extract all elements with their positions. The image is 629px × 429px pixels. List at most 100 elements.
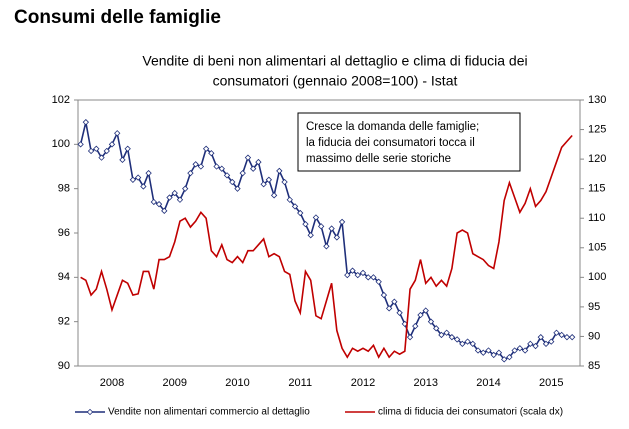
- point: [202, 145, 210, 152]
- point: [229, 178, 236, 186]
- point: [134, 174, 142, 181]
- y2-tick-label: 125: [588, 123, 606, 135]
- y2-tick-label: 110: [588, 212, 606, 224]
- point: [328, 225, 335, 232]
- point: [182, 185, 189, 192]
- point: [270, 192, 278, 199]
- y2-tick-label: 105: [588, 242, 606, 254]
- point: [417, 311, 424, 319]
- point: [223, 172, 231, 179]
- point: [108, 141, 116, 148]
- x-tick-label: 2011: [288, 377, 312, 389]
- point: [114, 130, 121, 137]
- point: [213, 163, 220, 170]
- point: [453, 336, 461, 343]
- point: [297, 209, 304, 217]
- point: [427, 318, 435, 325]
- point: [412, 322, 419, 330]
- point: [150, 198, 157, 206]
- point: [192, 161, 199, 168]
- point: [459, 340, 466, 347]
- y-tick-label: 102: [52, 94, 70, 106]
- point: [443, 329, 450, 336]
- chart-title: Vendite di beni non alimentari al dettag…: [142, 53, 527, 69]
- point: [255, 158, 262, 166]
- point: [171, 189, 178, 197]
- point: [375, 278, 382, 285]
- point: [422, 307, 429, 314]
- point: [532, 342, 539, 350]
- point: [365, 274, 372, 281]
- chart-title: consumatori (gennaio 2008=100) - Istat: [213, 73, 458, 89]
- y-tick-label: 90: [58, 360, 70, 372]
- x-tick-label: 2009: [162, 377, 186, 389]
- point: [244, 154, 252, 161]
- point: [166, 194, 173, 201]
- point: [281, 178, 288, 186]
- point: [218, 165, 225, 172]
- point: [145, 169, 152, 177]
- series-line: [80, 134, 573, 359]
- annotation: massimo delle serie storiche: [306, 153, 451, 165]
- point: [317, 223, 325, 230]
- point: [302, 220, 309, 228]
- point: [234, 185, 241, 192]
- point: [161, 207, 168, 214]
- point: [563, 334, 571, 341]
- y-tick-label: 96: [58, 227, 70, 239]
- point: [103, 147, 110, 155]
- point: [250, 165, 257, 172]
- x-tick-label: 2015: [539, 377, 563, 389]
- point: [124, 145, 131, 152]
- point: [354, 271, 361, 279]
- point: [438, 331, 445, 339]
- y-tick-label: 94: [58, 271, 70, 283]
- annotation: la fiducia dei consumatori tocca il: [306, 137, 475, 149]
- point: [548, 338, 555, 345]
- y2-tick-label: 115: [588, 183, 606, 195]
- point: [98, 154, 105, 161]
- point: [553, 329, 560, 336]
- point: [433, 325, 440, 332]
- point: [490, 351, 497, 359]
- point: [307, 232, 314, 239]
- point: [527, 340, 534, 347]
- point: [276, 167, 283, 175]
- y2-tick-label: 100: [588, 271, 606, 283]
- y-tick-label: 98: [58, 183, 70, 195]
- y2-tick-label: 130: [588, 94, 606, 106]
- point: [380, 291, 388, 299]
- point: [323, 243, 330, 250]
- point: [265, 176, 273, 183]
- point: [568, 334, 576, 341]
- point: [338, 218, 346, 226]
- x-tick-label: 2014: [476, 377, 500, 389]
- point: [312, 214, 320, 221]
- point: [537, 334, 544, 341]
- y2-tick-label: 85: [588, 360, 600, 372]
- point: [119, 156, 126, 164]
- x-tick-label: 2013: [413, 377, 437, 389]
- point: [501, 356, 508, 363]
- point: [385, 305, 393, 312]
- point: [208, 150, 215, 157]
- point: [516, 345, 524, 352]
- point: [291, 203, 299, 210]
- y-tick-label: 92: [58, 316, 70, 328]
- point: [511, 347, 518, 354]
- point: [506, 353, 513, 361]
- point: [359, 269, 367, 277]
- point: [87, 147, 95, 155]
- point: [396, 309, 403, 316]
- point: [187, 169, 194, 177]
- point: [129, 176, 137, 183]
- x-tick-label: 2012: [351, 377, 375, 389]
- y-tick-label: 100: [52, 138, 70, 150]
- legend-label: Vendite non alimentari commercio al dett…: [108, 407, 310, 418]
- point: [260, 181, 267, 188]
- point: [140, 183, 147, 190]
- point: [344, 271, 351, 279]
- point: [448, 334, 456, 341]
- point: [77, 141, 84, 148]
